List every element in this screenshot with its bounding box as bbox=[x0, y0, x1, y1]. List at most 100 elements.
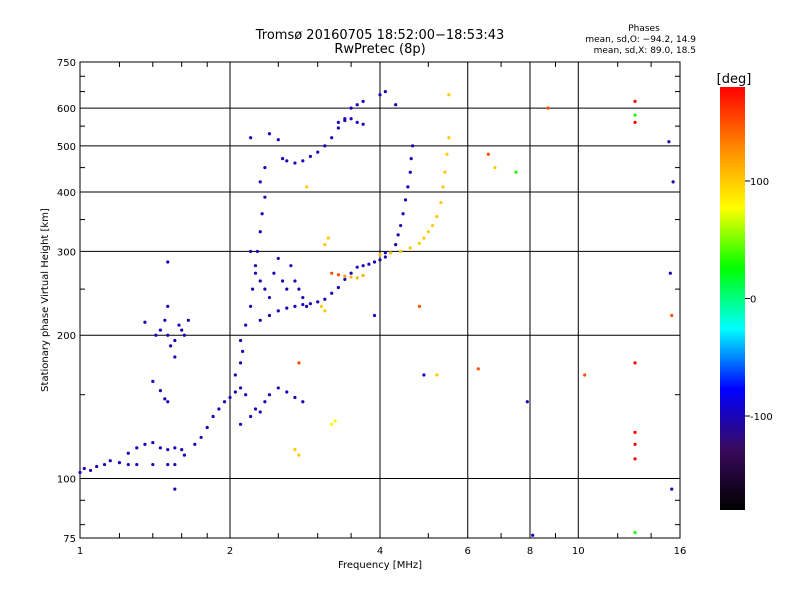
data-point bbox=[323, 144, 327, 148]
colorbar bbox=[720, 87, 745, 510]
data-point bbox=[272, 271, 276, 275]
y-tick-label: 500 bbox=[57, 142, 76, 153]
data-point bbox=[169, 344, 173, 348]
chart-subtitle: RwPretec (8p) bbox=[334, 42, 425, 57]
data-point bbox=[249, 304, 253, 308]
data-point bbox=[383, 89, 387, 94]
y-tick-label: 200 bbox=[57, 331, 76, 342]
data-point bbox=[349, 117, 353, 121]
data-point bbox=[355, 120, 359, 124]
data-point bbox=[233, 373, 237, 377]
data-point bbox=[319, 304, 323, 308]
data-point bbox=[417, 241, 422, 245]
data-point bbox=[158, 389, 163, 393]
data-point bbox=[211, 414, 215, 419]
phase-stats-heading: Phases bbox=[628, 24, 660, 34]
y-tick-label: 400 bbox=[57, 188, 76, 199]
data-points bbox=[78, 89, 675, 537]
data-point bbox=[671, 180, 675, 184]
data-point bbox=[143, 320, 147, 324]
data-point bbox=[263, 195, 267, 199]
data-point bbox=[173, 487, 177, 491]
data-point bbox=[378, 93, 382, 97]
data-point bbox=[441, 185, 445, 189]
x-tick-label: 10 bbox=[572, 546, 585, 557]
data-point bbox=[276, 138, 280, 142]
data-point bbox=[399, 223, 403, 228]
data-point bbox=[326, 236, 330, 240]
data-point bbox=[633, 530, 637, 535]
data-point bbox=[396, 233, 400, 237]
data-point bbox=[435, 215, 439, 219]
colorbar-tick-label: 100 bbox=[750, 177, 769, 188]
data-point bbox=[163, 397, 167, 401]
data-point bbox=[166, 304, 170, 308]
data-point bbox=[493, 166, 497, 170]
data-point bbox=[267, 393, 272, 397]
data-point bbox=[82, 466, 86, 471]
data-point bbox=[182, 453, 186, 457]
data-point bbox=[305, 185, 309, 189]
data-point bbox=[280, 157, 285, 161]
data-point bbox=[349, 271, 353, 275]
data-point bbox=[222, 400, 227, 404]
data-point bbox=[670, 313, 674, 318]
data-point bbox=[241, 349, 245, 353]
data-point bbox=[263, 287, 267, 291]
data-point bbox=[355, 265, 359, 269]
colorbar-ticks: 100 0 -100 bbox=[745, 177, 773, 423]
data-point bbox=[193, 442, 197, 446]
data-point bbox=[280, 279, 285, 283]
data-point bbox=[486, 152, 490, 156]
data-point bbox=[383, 251, 387, 255]
data-point bbox=[293, 279, 297, 283]
x-axis-label: Frequency [MHz] bbox=[338, 560, 422, 571]
data-point bbox=[108, 459, 112, 463]
data-point bbox=[276, 309, 280, 313]
data-point bbox=[476, 367, 480, 371]
data-point bbox=[409, 157, 413, 161]
data-point bbox=[367, 262, 371, 266]
data-point bbox=[336, 285, 340, 290]
data-point bbox=[316, 150, 320, 154]
data-point bbox=[238, 361, 243, 365]
data-point bbox=[166, 448, 170, 452]
data-point bbox=[445, 152, 449, 156]
data-point bbox=[166, 462, 170, 467]
data-point bbox=[410, 144, 415, 148]
data-point bbox=[267, 295, 272, 300]
data-point bbox=[336, 126, 340, 130]
data-point bbox=[166, 260, 170, 264]
data-point bbox=[633, 120, 637, 124]
x-tick-label: 6 bbox=[465, 546, 471, 557]
data-point bbox=[323, 309, 327, 313]
data-point bbox=[173, 446, 177, 450]
data-point bbox=[531, 533, 535, 537]
chart-title: Tromsø 20160705 18:52:00−18:53:43 bbox=[255, 28, 505, 43]
colorbar-tick-label: -100 bbox=[750, 412, 773, 423]
data-point bbox=[158, 328, 163, 332]
data-point bbox=[336, 120, 340, 124]
data-point bbox=[633, 457, 637, 461]
data-point bbox=[173, 338, 177, 343]
data-point bbox=[422, 236, 426, 240]
data-point bbox=[417, 304, 422, 308]
data-point bbox=[301, 295, 305, 300]
data-point bbox=[276, 256, 280, 261]
data-point bbox=[238, 386, 243, 390]
phase-stats-x: mean, sd,X: 89.0, 18.5 bbox=[594, 46, 696, 56]
y-axis-ticks: 75 100 200 300 400 500 600 750 bbox=[57, 58, 76, 545]
data-point bbox=[388, 251, 393, 255]
data-point bbox=[372, 313, 377, 318]
data-point bbox=[180, 448, 184, 452]
data-point bbox=[297, 453, 301, 457]
data-point bbox=[258, 318, 262, 322]
data-point bbox=[361, 122, 365, 126]
data-point bbox=[255, 249, 260, 254]
data-point bbox=[244, 393, 248, 397]
data-point bbox=[349, 106, 353, 110]
data-point bbox=[199, 435, 203, 440]
data-point bbox=[408, 170, 412, 174]
data-point bbox=[305, 304, 309, 308]
